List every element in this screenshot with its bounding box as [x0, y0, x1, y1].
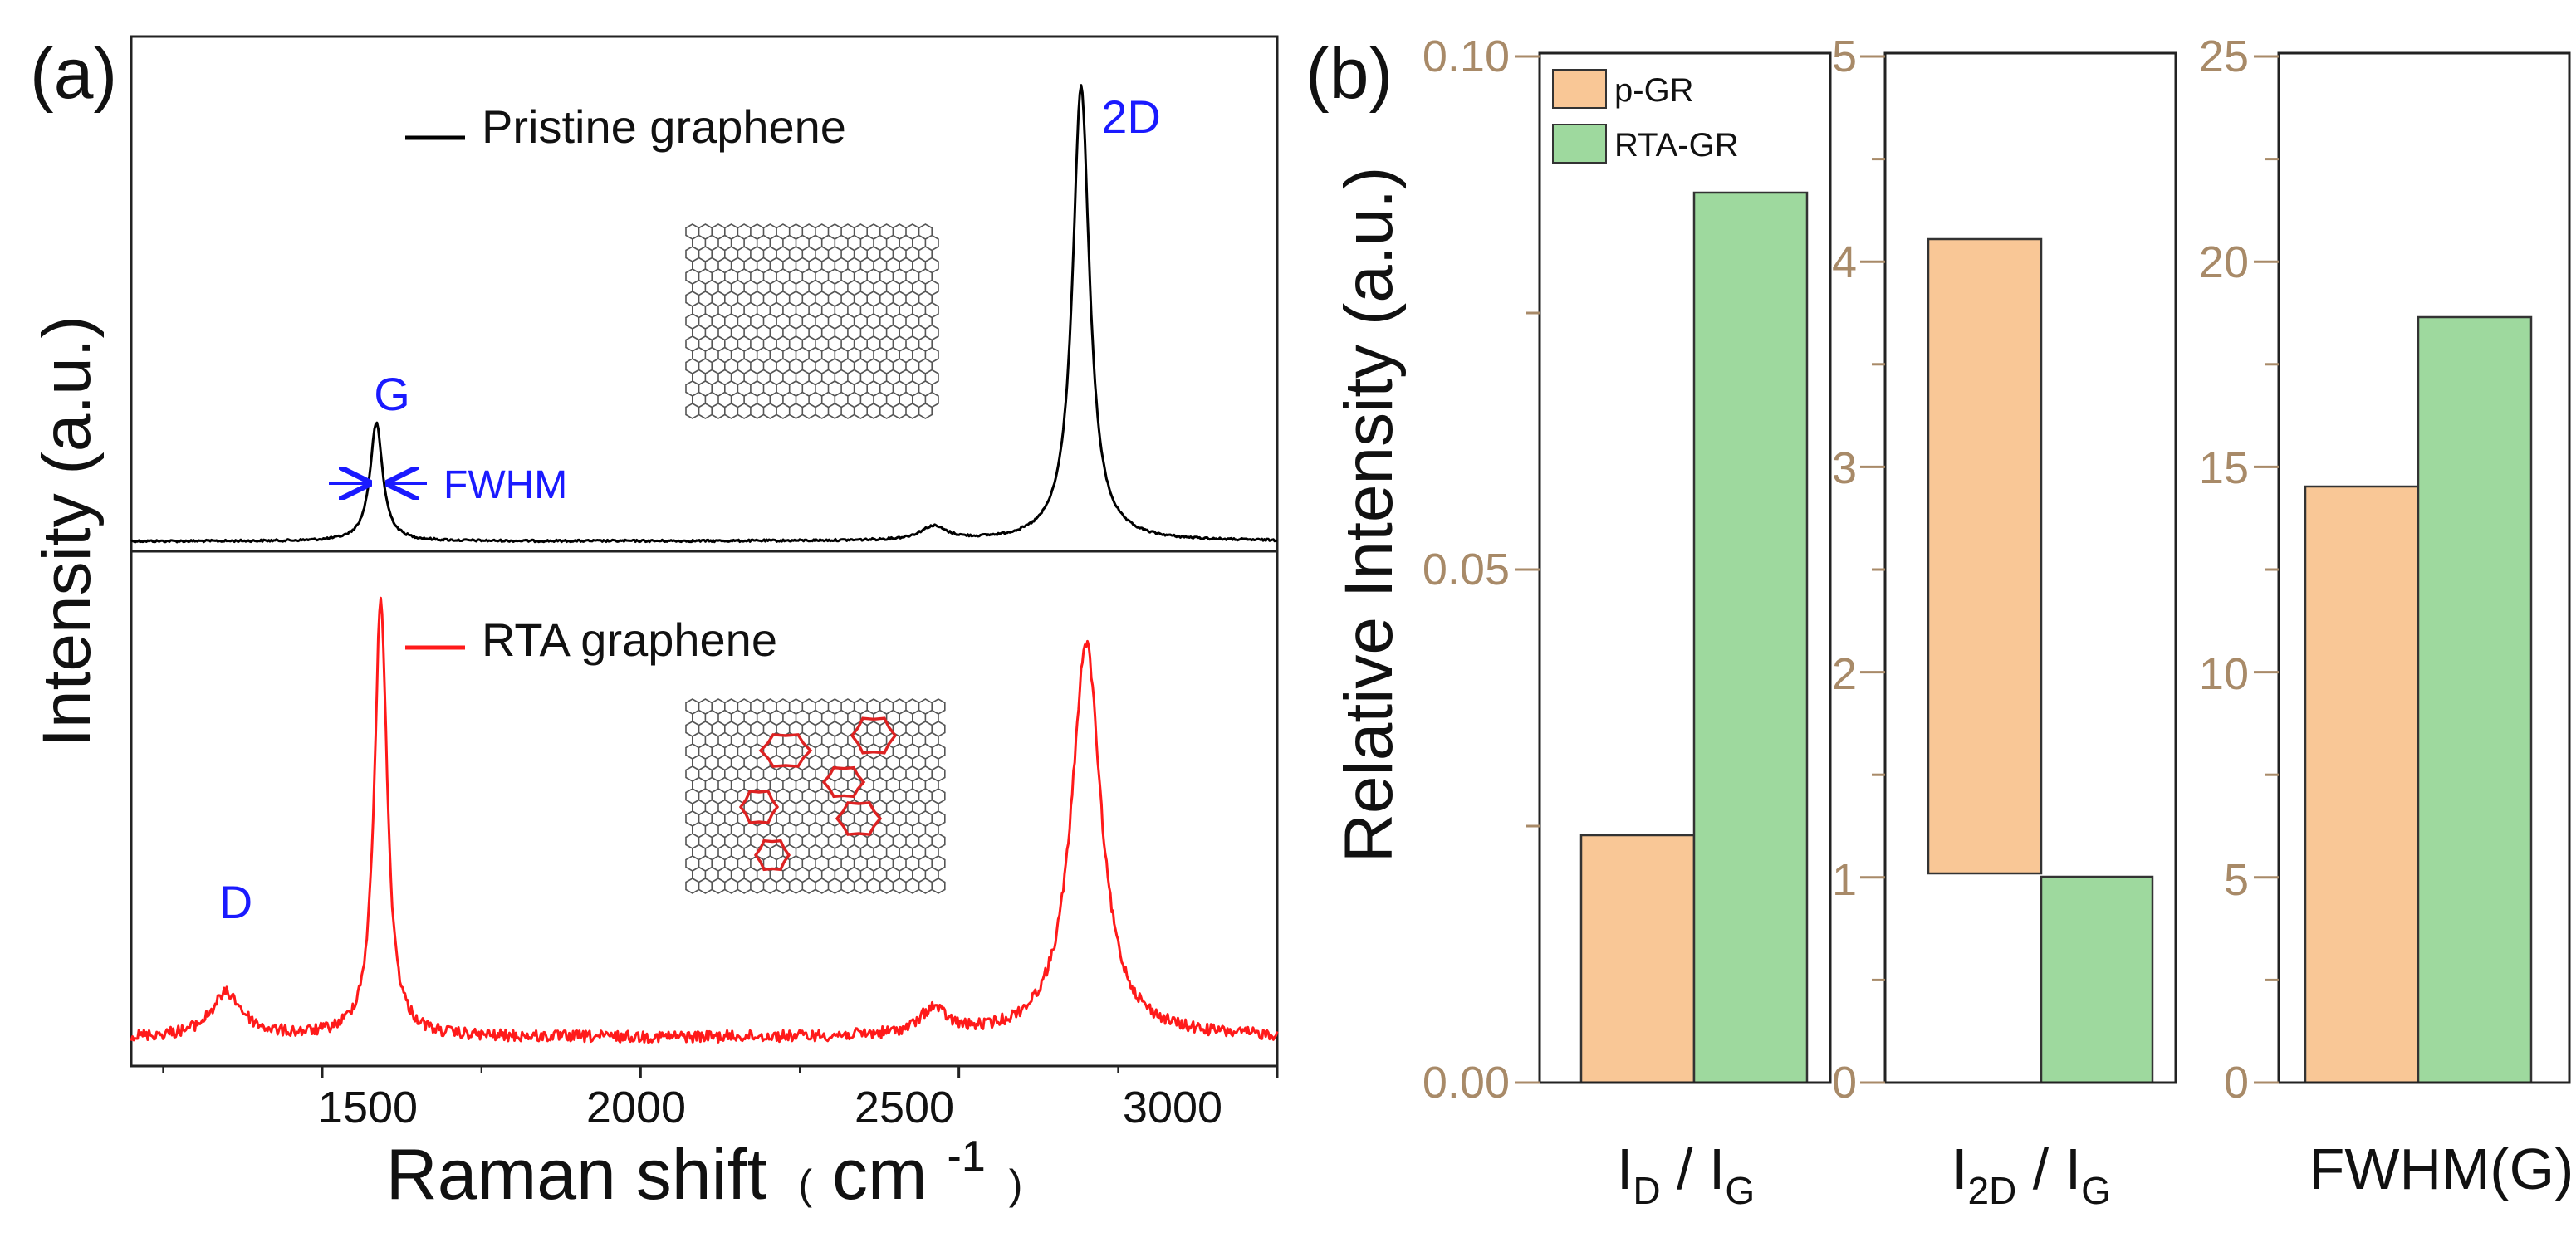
rta-lattice-inset	[679, 697, 946, 895]
rta-legend-label: RTA graphene	[482, 614, 777, 666]
pristine-spectrum-line	[130, 84, 1278, 544]
rta-spectrum-line	[130, 596, 1279, 1044]
x-tick-label-3000: 3000	[1123, 1083, 1222, 1132]
x-label-unit: cm	[832, 1135, 928, 1215]
subplot-3-frame	[2277, 51, 2571, 1084]
bar-id-ig-p-gr	[1579, 834, 1696, 1084]
bar-subplot-id-ig: 0.10 0.05 0.00	[1423, 32, 1832, 1108]
legend-label-rta-gr: RTA-GR	[1614, 127, 1739, 164]
ratio2-sub-g: G	[2081, 1169, 2111, 1212]
category-label-id-ig: ID / IG	[1617, 1137, 1755, 1212]
ratio1-sub-d: D	[1633, 1169, 1660, 1212]
category-label-i2d-ig: I2D / IG	[1952, 1137, 2111, 1212]
subplot-2-ytick-0: 0	[1832, 1058, 1857, 1108]
subplot-3-ytick-20: 20	[2199, 237, 2249, 287]
panel-b-legend: p-GR RTA-GR	[1552, 69, 1739, 164]
subplot-3-ytick-5: 5	[2224, 855, 2249, 905]
panel-a-x-ticks	[321, 1066, 1279, 1078]
legend-swatch-rta-gr	[1552, 124, 1607, 164]
subplot-1-ytick-0-10: 0.10	[1423, 32, 1510, 81]
subplot-3-ytick-15: 15	[2199, 443, 2249, 493]
panel-a-frame	[130, 35, 1279, 1068]
bar-subplot-fwhm-g: 25 20 15 10 5 0	[2199, 32, 2571, 1108]
x-tick-label-2000: 2000	[586, 1083, 686, 1132]
panel-a-label: (a)	[30, 34, 117, 114]
pristine-lattice-inset	[679, 223, 939, 419]
pristine-legend-label: Pristine graphene	[482, 100, 846, 153]
legend-label-p-gr: p-GR	[1614, 72, 1694, 109]
subplot-3-ytick-25: 25	[2199, 32, 2249, 81]
x-label-close-paren: )	[1009, 1161, 1023, 1208]
ratio1-i: I	[1617, 1137, 1633, 1201]
ratio2-sub-2d: 2D	[1968, 1169, 2017, 1212]
bar-id-ig-rta-gr	[1692, 191, 1809, 1084]
subplot-2-ytick-4: 4	[1832, 237, 1857, 287]
subplot-2-ytick-3: 3	[1832, 443, 1857, 493]
bar-fwhm-rta-gr	[2417, 315, 2533, 1084]
fwhm-label: FWHM	[443, 463, 567, 507]
x-label-main: Raman shift	[386, 1135, 767, 1215]
subplot-1-frame	[1538, 51, 1832, 1084]
subplot-1-ytick-0-05: 0.05	[1423, 545, 1510, 594]
subplot-2-ytick-5: 5	[1832, 32, 1857, 81]
category-label-fwhm-g: FWHM(G)	[2309, 1137, 2574, 1201]
x-label-superscript: -1	[948, 1132, 986, 1181]
bar-subplot-i2d-ig: 5 4 3 2 1 0	[1832, 32, 2177, 1108]
x-tick-label-1500: 1500	[318, 1083, 418, 1132]
ratio2-slash-i: / I	[2016, 1137, 2081, 1201]
x-label-open-paren: (	[798, 1161, 812, 1208]
peak-d-label: D	[219, 876, 252, 928]
subplot-3-ytick-10: 10	[2199, 649, 2249, 699]
panel-b-label: (b)	[1305, 34, 1393, 114]
bar-fwhm-p-gr	[2304, 485, 2420, 1084]
panel-a-x-minor-ticks	[162, 1066, 1119, 1073]
subplot-1-ytick-0-00: 0.00	[1423, 1058, 1510, 1108]
subplot-2-ytick-2: 2	[1832, 649, 1857, 699]
peak-2d-label: 2D	[1101, 90, 1161, 143]
panel-a-x-axis-label: Raman shift ( cm -1 )	[386, 1107, 1023, 1215]
panel-a-y-axis-label: Intensity (a.u.)	[29, 315, 105, 747]
subplot-2-frame	[1883, 51, 2177, 1084]
bar-i2d-ig-p-gr	[1927, 237, 2043, 875]
legend-swatch-p-gr	[1552, 69, 1607, 109]
ratio1-sub-g: G	[1725, 1169, 1755, 1212]
ratio2-i: I	[1952, 1137, 1967, 1201]
ratio1-slash-i: / I	[1661, 1137, 1726, 1201]
peak-g-label: G	[374, 368, 410, 420]
subplot-2-ytick-1: 1	[1832, 855, 1857, 905]
bar-i2d-ig-rta-gr	[2040, 875, 2154, 1084]
panel-b-y-axis-label: Relative Intensity (a.u.)	[1331, 167, 1407, 863]
x-tick-label-2500: 2500	[855, 1083, 954, 1132]
subplot-3-ytick-0: 0	[2224, 1058, 2249, 1108]
